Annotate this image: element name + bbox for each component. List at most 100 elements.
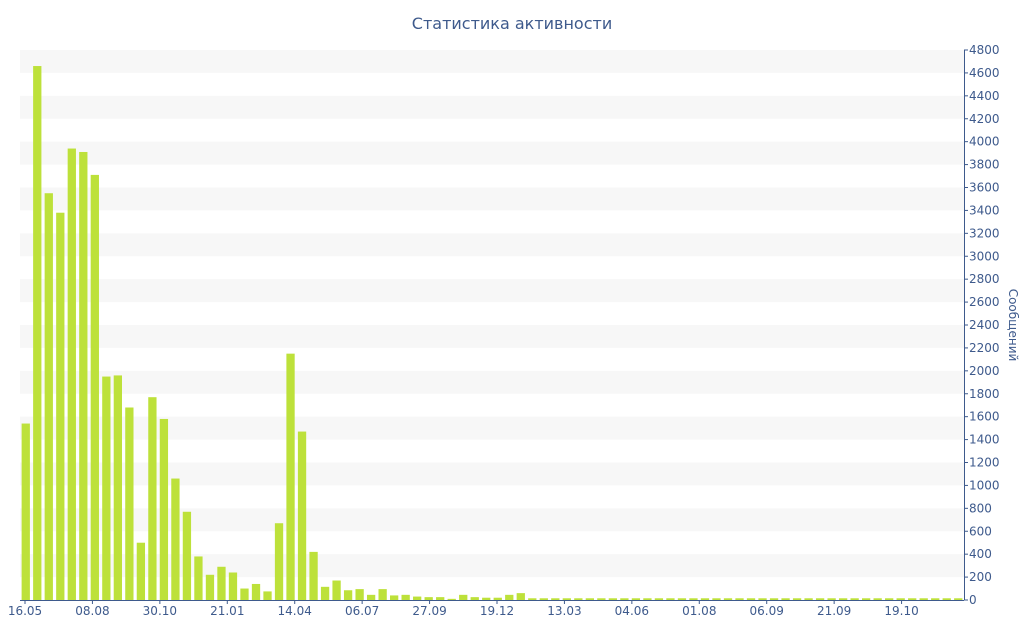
grid-band (20, 141, 964, 165)
grid-band (20, 50, 964, 73)
bar (102, 376, 111, 600)
bar (677, 598, 687, 600)
y-tick-label: 4400 (969, 89, 1000, 103)
bar-series (21, 66, 963, 601)
x-tick-label: 30.10 (143, 604, 177, 618)
bar (424, 597, 433, 600)
bar (631, 598, 641, 600)
y-tick-label: 2000 (969, 364, 1000, 378)
y-tick-label: 2600 (969, 295, 1000, 309)
bar (654, 598, 664, 600)
bar (769, 598, 779, 600)
bar (666, 598, 675, 600)
y-tick-label: 2400 (969, 318, 1000, 332)
bar (516, 593, 525, 601)
y-tick-label: 1000 (969, 478, 1000, 492)
bar (551, 598, 560, 600)
bar (343, 590, 353, 600)
x-tick-label: 19.10 (884, 604, 918, 618)
x-tick-label: 19.12 (480, 604, 514, 618)
y-tick-label: 3800 (969, 158, 1000, 172)
y-tick-label: 3000 (969, 249, 1000, 263)
bar (401, 594, 410, 600)
bar (113, 375, 122, 600)
bar (136, 542, 146, 600)
y-tick-label: 2200 (969, 341, 1000, 355)
bar (608, 598, 618, 600)
bar (838, 598, 848, 600)
bar (758, 598, 767, 600)
x-tick-label: 27.09 (412, 604, 446, 618)
bar (539, 598, 548, 600)
y-tick-label: 1400 (969, 433, 1000, 447)
grid-band (20, 325, 964, 348)
bar (205, 574, 215, 600)
grid-band (20, 416, 964, 440)
bar (482, 597, 491, 600)
bar (79, 151, 88, 601)
bar (597, 598, 606, 600)
grid-band (20, 187, 964, 211)
bar (689, 598, 698, 600)
x-tick-label: 21.09 (817, 604, 851, 618)
bar (643, 598, 652, 600)
bar (366, 594, 376, 600)
bar (182, 511, 192, 600)
y-tick-label: 3400 (969, 203, 1000, 217)
bar (908, 598, 917, 600)
x-tick-label: 21.01 (210, 604, 244, 618)
grid-band (20, 233, 964, 257)
bar (585, 598, 594, 600)
x-tick-label: 08.08 (75, 604, 109, 618)
bar (620, 598, 629, 600)
x-axis-ticks: 16.05 08.08 30.10 21.01 14.04 06.07 27.09 19.12… (8, 600, 919, 618)
bar (528, 598, 537, 600)
y-tick-label: 4200 (969, 112, 1000, 126)
bar (390, 595, 399, 600)
bar (194, 556, 203, 600)
bar (355, 589, 364, 600)
bar (33, 66, 42, 601)
bar (919, 598, 928, 600)
bar (885, 598, 894, 600)
bar (240, 588, 249, 600)
bar (735, 598, 744, 600)
bar (505, 594, 514, 600)
bar (297, 431, 307, 600)
y-tick-label: 600 (969, 524, 992, 538)
y-axis-label: Сообщений (1006, 289, 1020, 362)
y-tick-label: 4600 (969, 66, 1000, 80)
y-tick-label: 400 (969, 547, 992, 561)
bar (378, 589, 387, 600)
bar (217, 566, 226, 600)
y-tick-label: 0 (969, 593, 977, 607)
bar (792, 598, 802, 600)
grid-bands (20, 50, 964, 578)
y-tick-label: 1600 (969, 410, 1000, 424)
bar (896, 598, 905, 600)
bar (21, 423, 30, 600)
bar (700, 598, 710, 600)
y-tick-label: 4000 (969, 135, 1000, 149)
bar (332, 580, 341, 600)
bar (320, 586, 330, 600)
bar (309, 551, 318, 601)
grid-band (20, 508, 964, 532)
bar (286, 353, 295, 600)
bar (815, 598, 825, 600)
bar (850, 598, 859, 600)
bar (942, 598, 951, 600)
bar (159, 418, 169, 600)
bar (67, 148, 76, 601)
bar (862, 598, 871, 600)
bar (148, 397, 157, 600)
bar (781, 598, 790, 600)
bar (459, 594, 468, 600)
x-tick-label: 06.09 (750, 604, 784, 618)
y-tick-label: 4800 (969, 43, 1000, 57)
y-tick-label: 2800 (969, 272, 1000, 286)
grid-band (20, 95, 964, 119)
y-axis-ticks: 0 200 400 600 800 1000 1200 1400 1600 1800 2000 220… (964, 43, 1000, 607)
bar (90, 174, 99, 600)
